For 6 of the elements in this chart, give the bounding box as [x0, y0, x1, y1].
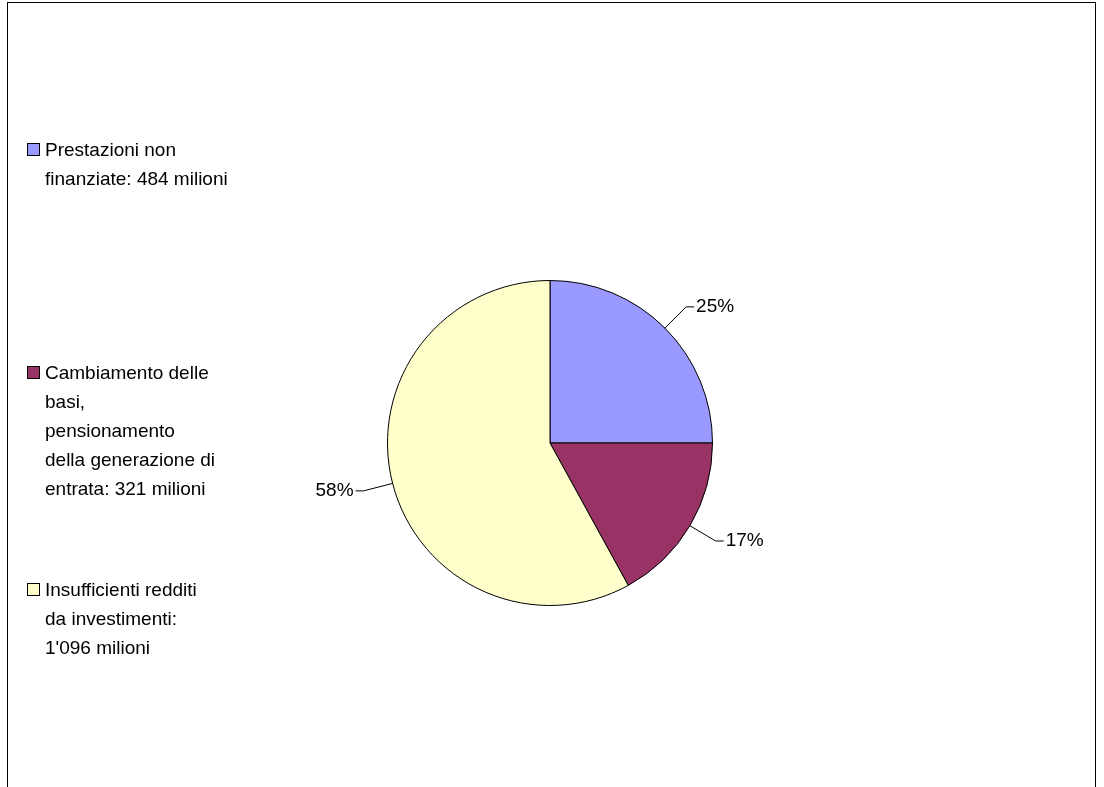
- legend-label: Prestazioni non finanziate: 484 milioni: [45, 138, 229, 191]
- legend-label: Insufficienti redditi da investimenti: 1'096 milioni: [45, 578, 198, 660]
- data-label: 25%: [696, 295, 735, 317]
- data-label: 58%: [315, 479, 354, 501]
- legend-label: Cambiamento delle basi, pensionamento della generazione di entrata: 321 milioni: [45, 361, 217, 501]
- data-label: 17%: [725, 529, 764, 551]
